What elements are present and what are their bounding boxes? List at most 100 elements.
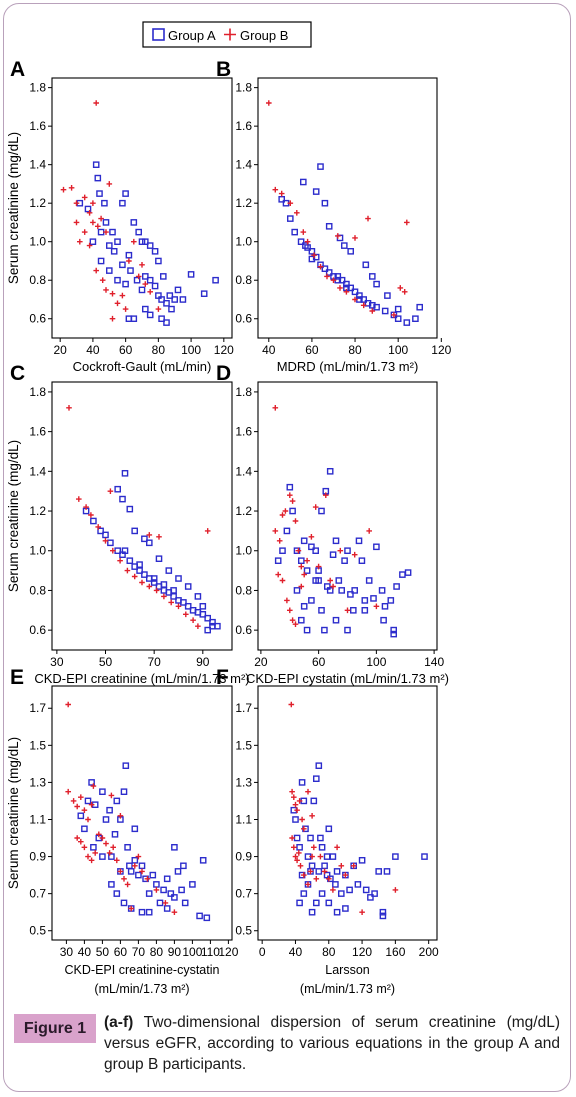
x-tick-label: 60 — [114, 945, 128, 959]
x-tick-label: 0 — [259, 945, 266, 959]
x-tick-label: 80 — [322, 945, 336, 959]
x-tick-label: 80 — [150, 945, 164, 959]
y-tick-label: 0.7 — [29, 887, 46, 901]
y-tick-label: 1.6 — [29, 425, 46, 439]
x-tick-label: 40 — [289, 945, 303, 959]
y-tick-label: 1.2 — [29, 196, 46, 210]
y-tick-label: 1.4 — [235, 158, 252, 172]
x-tick-label: 160 — [385, 945, 405, 959]
y-tick-label: 1.8 — [29, 385, 46, 399]
legend-marker-group-a — [152, 28, 165, 41]
y-tick-label: 1.4 — [235, 464, 252, 478]
x-tick-label: 120 — [352, 945, 372, 959]
x-tick-label: 80 — [152, 343, 166, 357]
panel-letter-a: A — [10, 58, 25, 81]
x-tick-label: 70 — [147, 655, 161, 669]
y-tick-label: 1.5 — [235, 738, 252, 752]
panel-letter-d: D — [216, 362, 231, 385]
x-tick-label: 50 — [96, 945, 110, 959]
y-axis-label-a: Serum creatinine (mg/dL) — [6, 132, 21, 284]
y-tick-label: 0.7 — [235, 887, 252, 901]
x-tick-label: 30 — [60, 945, 74, 959]
y-tick-label: 1.7 — [235, 701, 252, 715]
x-tick-label: 80 — [348, 343, 362, 357]
plot-frame-c — [51, 381, 233, 651]
y-tick-label: 0.8 — [235, 273, 252, 287]
y-tick-label: 0.6 — [29, 623, 46, 637]
y-axis-label-c: Serum creatinine (mg/dL) — [6, 440, 21, 592]
x-tick-label: 120 — [218, 945, 238, 959]
caption-body: Two-dimensional dispersion of serum crea… — [104, 1014, 560, 1073]
figure-frame — [3, 3, 571, 1092]
x-axis-unit-e: (mL/min/1.73 m²) — [94, 982, 189, 996]
y-tick-label: 0.5 — [29, 924, 46, 938]
y-tick-label: 1.4 — [29, 158, 46, 172]
legend-label-group-a: Group A — [168, 28, 216, 43]
x-tick-label: 30 — [50, 655, 64, 669]
y-tick-label: 0.6 — [235, 312, 252, 326]
y-tick-label: 1.6 — [29, 119, 46, 133]
x-tick-label: 40 — [86, 343, 100, 357]
panel-d: D 20 60 100 140 0.6 0.8 1.0 1.2 1.4 1.6 1.8 CKD-EPI … — [216, 362, 449, 686]
caption-text: (a-f) Two-dimensional dispersion of seru… — [104, 1012, 560, 1075]
x-tick-label: 70 — [132, 945, 146, 959]
x-tick-label: 50 — [99, 655, 113, 669]
y-tick-label: 0.9 — [29, 850, 46, 864]
panel-letter-f: F — [216, 666, 229, 689]
y-tick-label: 0.9 — [235, 850, 252, 864]
y-tick-label: 1.0 — [235, 544, 252, 558]
x-tick-label: 200 — [419, 945, 439, 959]
y-tick-label: 1.2 — [29, 504, 46, 518]
y-tick-label: 1.0 — [29, 544, 46, 558]
x-tick-label: 60 — [305, 343, 319, 357]
x-tick-label: 120 — [431, 343, 451, 357]
panel-b: B 40 60 80 100 120 0.6 0.8 1.0 1.2 1.4 1.6 1.8 MDRD (… — [216, 58, 452, 374]
x-tick-label: 90 — [196, 655, 210, 669]
y-tick-label: 1.3 — [29, 775, 46, 789]
panel-letter-b: B — [216, 58, 231, 81]
panel-letter-c: C — [10, 362, 25, 385]
panel-c: C 30 50 70 90 0.6 0.8 1.0 1.2 1.4 1.6 1.8 Serum crea… — [6, 362, 250, 686]
y-tick-label: 0.8 — [29, 583, 46, 597]
x-axis-label-e: CKD-EPI creatinine-cystatin — [65, 963, 220, 977]
x-tick-label: 60 — [312, 655, 326, 669]
panel-letter-e: E — [10, 666, 24, 689]
legend-marker-group-b — [224, 28, 236, 41]
y-tick-label: 0.8 — [235, 583, 252, 597]
y-tick-label: 1.0 — [235, 235, 252, 249]
panel-f: F 0 40 80 120 160 200 0.5 0.7 0.9 1.1 1.3 1.5 1.7 Lars… — [216, 666, 439, 996]
y-tick-label: 1.7 — [29, 701, 46, 715]
y-axis-label-e: Serum creatinine (mg/dL) — [6, 737, 21, 889]
x-tick-label: 90 — [168, 945, 182, 959]
plot-frame-a — [51, 77, 233, 339]
y-tick-label: 1.1 — [29, 812, 46, 826]
y-tick-label: 1.2 — [235, 196, 252, 210]
y-tick-label: 1.6 — [235, 425, 252, 439]
x-tick-label: 100 — [182, 945, 202, 959]
legend: Group A Group B — [142, 21, 312, 48]
plot-frame-d — [257, 381, 438, 651]
y-tick-label: 1.8 — [235, 81, 252, 95]
y-tick-label: 1.1 — [235, 812, 252, 826]
figure-canvas: Group A Group B A 20 40 60 80 100 120 0.6 0.8 1.0… — [6, 21, 452, 996]
y-tick-label: 0.5 — [235, 924, 252, 938]
x-tick-label: 120 — [214, 343, 234, 357]
y-tick-label: 0.6 — [235, 623, 252, 637]
x-axis-unit-f: (mL/min/1.73 m²) — [300, 982, 395, 996]
x-axis-label-b: MDRD (mL/min/1.73 m²) — [277, 359, 419, 374]
legend-label-group-b: Group B — [240, 28, 288, 43]
y-tick-label: 1.6 — [235, 119, 252, 133]
y-tick-label: 0.6 — [29, 312, 46, 326]
y-tick-label: 1.8 — [29, 81, 46, 95]
x-tick-label: 20 — [254, 655, 268, 669]
x-tick-label: 40 — [78, 945, 92, 959]
legend-box — [142, 21, 312, 48]
plot-frame-b — [257, 77, 438, 339]
figure-label: Figure 1 — [14, 1014, 96, 1043]
x-tick-label: 20 — [54, 343, 68, 357]
y-tick-label: 1.4 — [29, 464, 46, 478]
x-tick-label: 110 — [201, 945, 220, 959]
caption-panels: (a-f) — [104, 1014, 134, 1031]
y-tick-label: 1.3 — [235, 775, 252, 789]
y-tick-label: 1.8 — [235, 385, 252, 399]
